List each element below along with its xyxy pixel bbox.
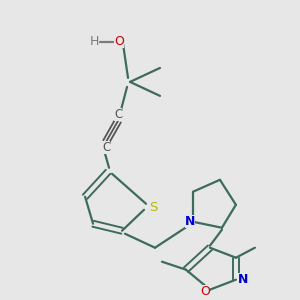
Text: C: C [102,141,110,154]
Text: S: S [149,201,157,214]
Text: O: O [114,35,124,49]
Text: O: O [200,285,210,298]
Text: H: H [89,35,99,49]
Text: C: C [114,108,122,122]
Text: N: N [185,215,195,228]
Text: N: N [238,273,248,286]
